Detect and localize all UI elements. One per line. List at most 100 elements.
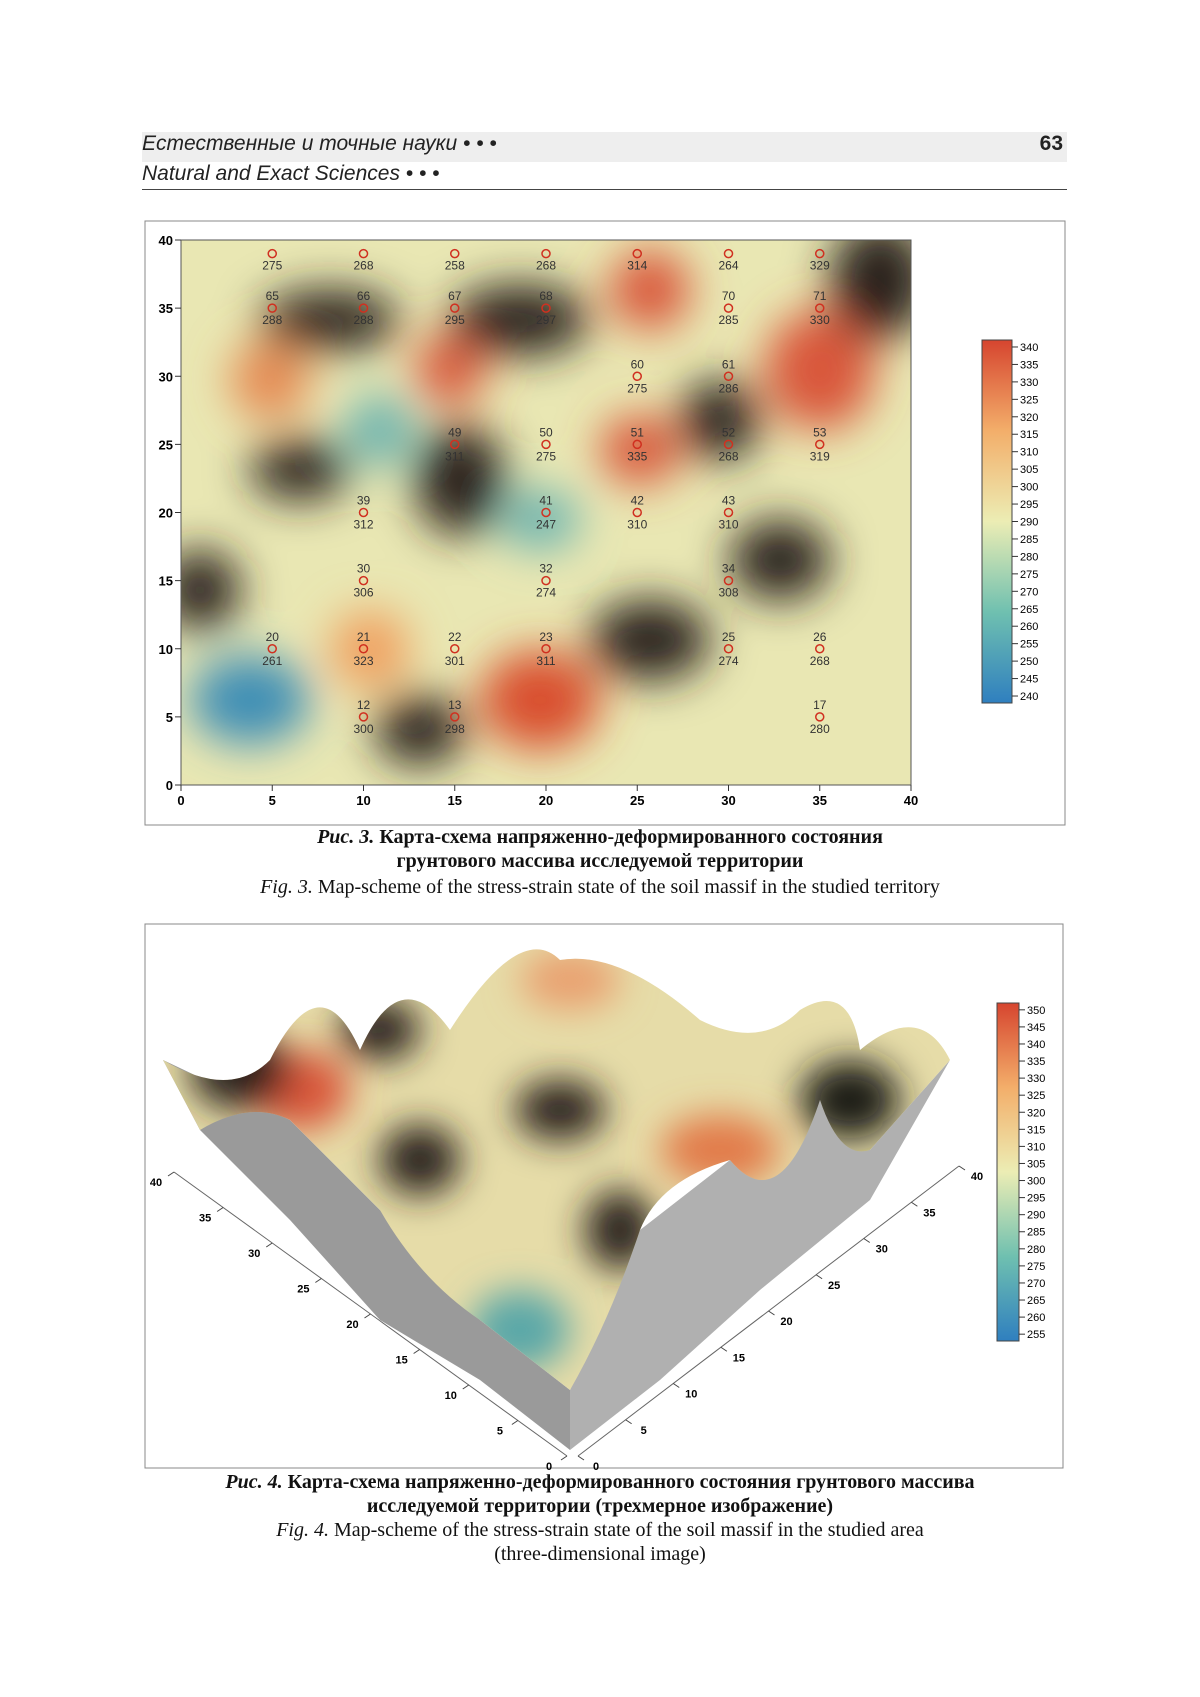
sample-point	[450, 303, 460, 313]
point-id: 70	[722, 289, 736, 303]
point-value: 330	[810, 313, 830, 327]
point-value: 247	[536, 518, 556, 532]
axis-tick-label: 20	[346, 1319, 358, 1331]
axis-tick	[911, 1201, 918, 1207]
point-value: 311	[445, 449, 464, 463]
axis-tick	[720, 1346, 728, 1352]
point-id: 12	[357, 698, 371, 712]
point-id: 20	[266, 630, 280, 644]
sample-point	[541, 303, 551, 313]
point-value: 268	[718, 449, 738, 463]
colorbar-label: 285	[1027, 1227, 1045, 1239]
fig4-caption-en-2: (three-dimensional image)	[494, 1543, 706, 1565]
point-id: 49	[448, 425, 462, 439]
axis-tick	[577, 1455, 585, 1461]
colorbar	[996, 1002, 1020, 1342]
point-value: 310	[718, 518, 738, 532]
axis-tick-label: 35	[923, 1207, 935, 1219]
point-value: 261	[262, 654, 282, 668]
point-id: 68	[539, 289, 553, 303]
x-tick-label: 15	[448, 793, 462, 808]
point-id: 50	[539, 425, 553, 439]
x-tick-label: 5	[269, 793, 276, 808]
sample-point	[358, 248, 369, 259]
axis-tick-label: 40	[971, 1171, 983, 1183]
point-id: 21	[357, 630, 371, 644]
sample-point	[632, 371, 642, 381]
sample-point	[541, 644, 551, 654]
colorbar-label: 280	[1020, 551, 1038, 563]
fig4-caption-en-1: Fig. 4. Map-scheme of the stress-strain …	[0, 1519, 1200, 1542]
point-id: 17	[813, 698, 827, 712]
point-id: 52	[722, 425, 736, 439]
colorbar-label: 265	[1027, 1295, 1045, 1307]
y-tick-label: 25	[159, 437, 173, 452]
x-tick-label: 35	[813, 793, 827, 808]
colorbar-label: 320	[1027, 1107, 1045, 1119]
axis-tick-label: 5	[497, 1426, 503, 1438]
axis-tick	[216, 1207, 224, 1212]
point-id: 34	[722, 562, 736, 576]
sample-point	[815, 644, 825, 654]
header-bar: Естественные и точные науки • • • 63	[142, 132, 1067, 162]
sample-point	[450, 439, 460, 450]
colorbar-label: 310	[1020, 447, 1038, 459]
point-id: 66	[357, 289, 371, 303]
point-value: 300	[353, 722, 373, 736]
sample-point	[450, 712, 460, 722]
colorbar-label: 325	[1020, 394, 1038, 406]
axis-tick-label: 35	[199, 1213, 211, 1225]
point-id: 53	[813, 425, 827, 439]
sample-point	[358, 712, 369, 722]
point-value: 295	[445, 313, 465, 327]
sample-point	[632, 507, 642, 518]
colorbar-label: 270	[1020, 586, 1038, 598]
caption-text: Map-scheme of the stress-strain state of…	[317, 876, 940, 898]
axis-tick-label: 25	[828, 1280, 840, 1292]
point-id: 23	[539, 630, 553, 644]
sample-point	[450, 248, 460, 259]
fig3-caption-ru-2: грунтового массива исследуемой территори…	[396, 850, 804, 872]
journal-title-en: Natural and Exact Sciences • • •	[142, 162, 1067, 190]
axis-tick-label: 5	[641, 1425, 647, 1437]
colorbar-label: 285	[1020, 534, 1038, 546]
colorbar-label: 300	[1020, 482, 1038, 494]
colorbar-label: 290	[1020, 517, 1038, 529]
point-value: 274	[718, 654, 738, 668]
sample-point	[723, 248, 734, 259]
colorbar-label: 305	[1020, 464, 1038, 476]
colorbar-label: 335	[1027, 1056, 1045, 1068]
y-tick-label: 15	[159, 574, 173, 589]
point-id: 71	[813, 289, 827, 303]
point-value: 312	[353, 518, 373, 532]
point-id: 25	[722, 630, 736, 644]
fig4-label-en: Fig. 4.	[276, 1519, 329, 1541]
sample-point	[723, 575, 734, 586]
x-tick-label: 0	[177, 793, 184, 808]
point-value: 275	[536, 449, 556, 463]
axis-tick	[815, 1274, 823, 1280]
axis-tick	[265, 1242, 273, 1248]
y-tick-label: 20	[159, 506, 173, 521]
point-value: 310	[627, 518, 647, 532]
axis-tick-label: 30	[248, 1248, 260, 1260]
point-value: 288	[262, 313, 282, 327]
point-value: 268	[536, 259, 556, 273]
axis-tick-label: 10	[445, 1390, 457, 1402]
colorbar-label: 340	[1027, 1039, 1045, 1051]
colorbar-label: 255	[1020, 639, 1038, 651]
fig4-caption-ru-1: Рис. 4. Карта-схема напряженно-деформиро…	[0, 1471, 1200, 1494]
sample-point	[541, 439, 551, 450]
y-tick-label: 5	[166, 710, 173, 725]
axis-tick	[672, 1383, 680, 1388]
point-value: 311	[536, 654, 555, 668]
axis-tick	[768, 1310, 775, 1316]
fig4-label-ru: Рис. 4.	[225, 1471, 283, 1493]
colorbar-label: 320	[1020, 412, 1038, 424]
point-value: 274	[536, 586, 556, 600]
point-value: 297	[536, 313, 556, 327]
axis-tick	[167, 1171, 175, 1177]
point-id: 42	[631, 494, 645, 508]
point-id: 32	[539, 562, 553, 576]
